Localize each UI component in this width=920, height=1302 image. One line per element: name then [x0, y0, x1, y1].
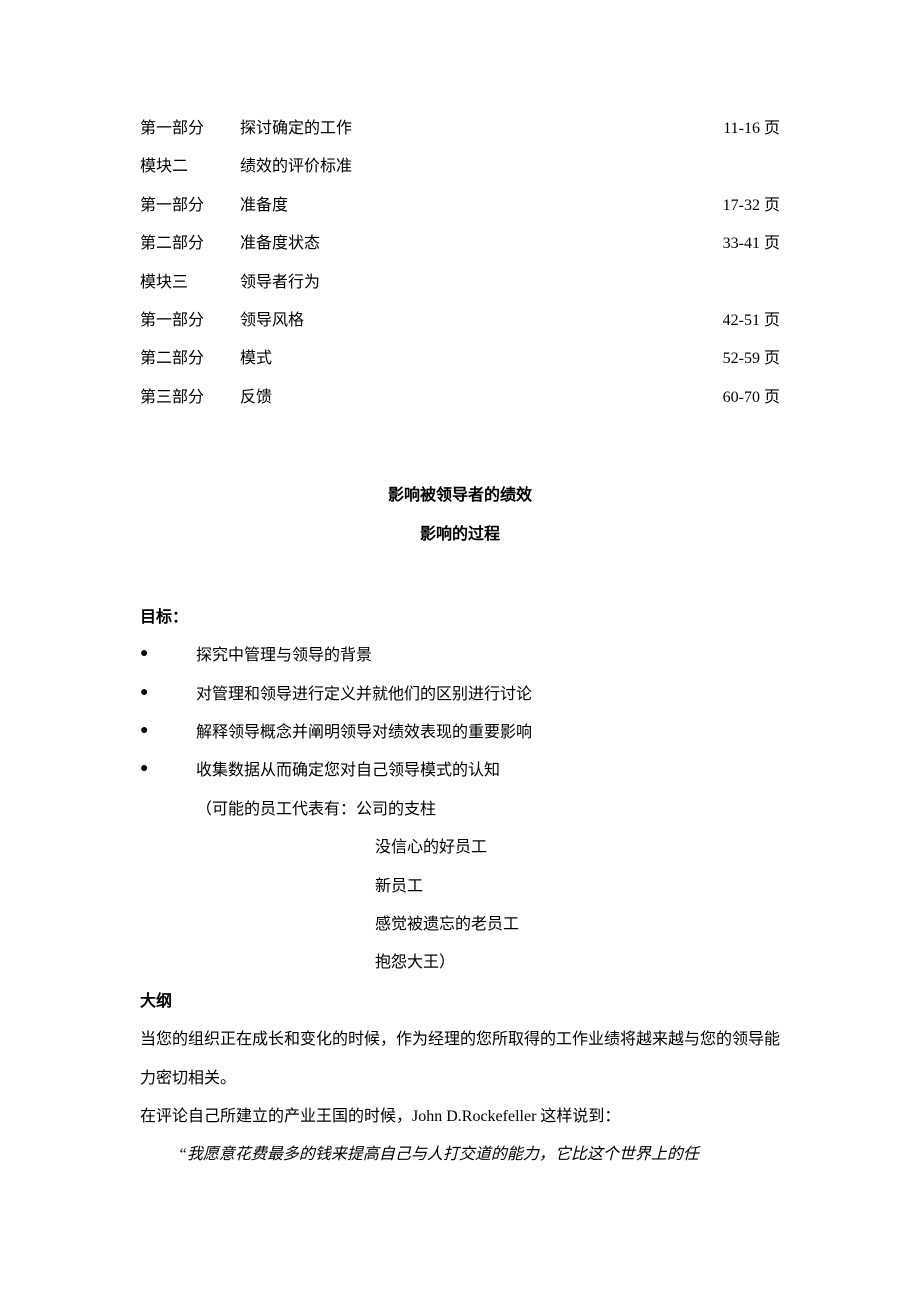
- outline-paragraph: 当您的组织正在成长和变化的时候，作为经理的您所取得的工作业绩将越来越与您的领导能…: [140, 1021, 780, 1098]
- outline-paragraph: 在评论自己所建立的产业王国的时候，John D.Rockefeller 这样说到…: [140, 1098, 780, 1136]
- toc-row: 第二部分 准备度状态 33-41 页: [140, 225, 780, 263]
- toc-title: 准备度: [240, 187, 723, 225]
- toc-row: 第一部分 探讨确定的工作 11-16 页: [140, 110, 780, 148]
- employee-type: 没信心的好员工: [140, 829, 780, 867]
- goals-heading: 目标：: [140, 599, 780, 637]
- toc-title: 领导者行为: [240, 264, 780, 302]
- goal-item: 探究中管理与领导的背景: [140, 637, 780, 675]
- toc-pages: 60-70 页: [723, 379, 780, 417]
- section-title: 影响被领导者的绩效: [140, 477, 780, 515]
- toc-label: 第一部分: [140, 110, 240, 148]
- toc-label: 第二部分: [140, 225, 240, 263]
- toc-pages: 17-32 页: [723, 187, 780, 225]
- toc-label: 第二部分: [140, 340, 240, 378]
- toc-label: 模块三: [140, 264, 240, 302]
- outline-heading: 大纲: [140, 983, 780, 1021]
- goals-list: 探究中管理与领导的背景 对管理和领导进行定义并就他们的区别进行讨论 解释领导概念…: [140, 637, 780, 791]
- toc-pages: 11-16 页: [723, 110, 780, 148]
- toc-row: 第一部分 准备度 17-32 页: [140, 187, 780, 225]
- table-of-contents: 第一部分 探讨确定的工作 11-16 页 模块二 绩效的评价标准 第一部分 准备…: [140, 110, 780, 417]
- toc-label: 第一部分: [140, 187, 240, 225]
- goal-item: 对管理和领导进行定义并就他们的区别进行讨论: [140, 676, 780, 714]
- toc-label: 模块二: [140, 148, 240, 186]
- employees-intro: （可能的员工代表有：公司的支柱: [140, 791, 780, 829]
- toc-pages: 52-59 页: [723, 340, 780, 378]
- section-subtitle: 影响的过程: [140, 516, 780, 554]
- toc-row: 模块三 领导者行为: [140, 264, 780, 302]
- employee-type: 抱怨大王）: [140, 944, 780, 982]
- toc-title: 准备度状态: [240, 225, 723, 263]
- employee-type: 感觉被遗忘的老员工: [140, 906, 780, 944]
- toc-title: 领导风格: [240, 302, 723, 340]
- toc-title: 模式: [240, 340, 723, 378]
- toc-label: 第一部分: [140, 302, 240, 340]
- outline-quote: “我愿意花费最多的钱来提高自己与人打交道的能力，它比这个世界上的任: [140, 1136, 780, 1174]
- toc-title: 绩效的评价标准: [240, 148, 780, 186]
- goal-item: 解释领导概念并阐明领导对绩效表现的重要影响: [140, 714, 780, 752]
- goal-item: 收集数据从而确定您对自己领导模式的认知: [140, 752, 780, 790]
- toc-title: 探讨确定的工作: [240, 110, 723, 148]
- toc-row: 第二部分 模式 52-59 页: [140, 340, 780, 378]
- toc-title: 反馈: [240, 379, 723, 417]
- toc-pages: 42-51 页: [723, 302, 780, 340]
- toc-row: 模块二 绩效的评价标准: [140, 148, 780, 186]
- toc-label: 第三部分: [140, 379, 240, 417]
- toc-row: 第三部分 反馈 60-70 页: [140, 379, 780, 417]
- toc-row: 第一部分 领导风格 42-51 页: [140, 302, 780, 340]
- toc-pages: 33-41 页: [723, 225, 780, 263]
- employee-type: 新员工: [140, 868, 780, 906]
